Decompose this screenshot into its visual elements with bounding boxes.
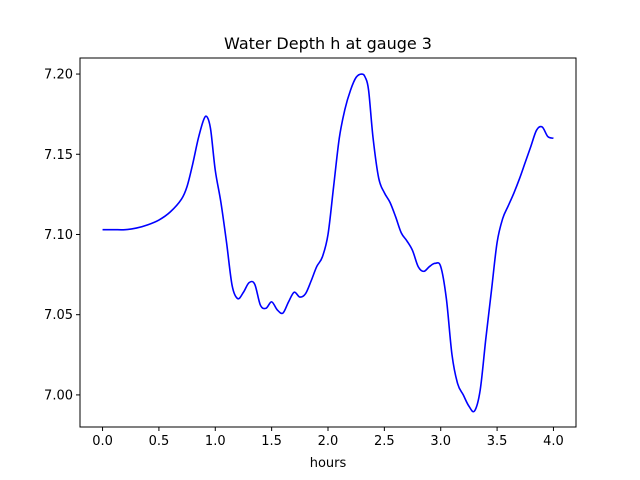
y-tick-label: 7.05 [44,308,73,323]
y-tick-label: 7.20 [44,68,73,83]
plot-area [79,57,577,428]
x-tick-label: 2.5 [374,434,395,449]
x-tick-label: 1.5 [261,434,282,449]
x-axis: 0.0 0.5 1.0 1.5 2.0 2.5 3.0 3.5 4.0 [92,427,564,449]
x-tick-label: 1.0 [205,434,226,449]
y-tick-label: 7.10 [44,228,73,243]
y-tick-label: 7.15 [44,148,73,163]
axes-frame [79,57,577,428]
chart-title: Water Depth h at gauge 3 [224,34,432,53]
x-tick-label: 2.0 [318,434,339,449]
x-tick-label: 4.0 [543,434,564,449]
series-layer [102,73,554,413]
x-tick-label: 0.5 [149,434,170,449]
x-tick-label: 3.0 [430,434,451,449]
series-line [102,73,554,413]
y-axis: 7.00 7.05 7.10 7.15 7.20 [44,68,80,403]
x-tick-label: 0.0 [92,434,113,449]
x-tick-label: 3.5 [487,434,508,449]
x-axis-label: hours [310,456,347,471]
y-tick-label: 7.00 [44,388,73,403]
